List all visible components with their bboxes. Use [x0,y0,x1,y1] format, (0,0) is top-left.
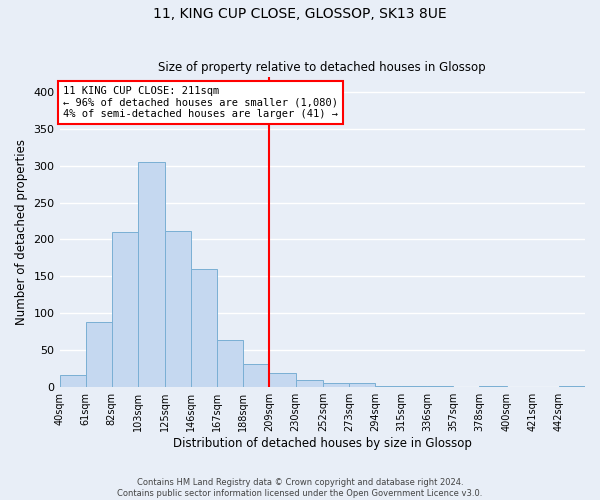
X-axis label: Distribution of detached houses by size in Glossop: Distribution of detached houses by size … [173,437,472,450]
Bar [323,382,349,387]
Bar [165,230,191,387]
Bar [217,340,244,387]
Text: 11 KING CUP CLOSE: 211sqm
← 96% of detached houses are smaller (1,080)
4% of sem: 11 KING CUP CLOSE: 211sqm ← 96% of detac… [63,86,338,119]
Text: 11, KING CUP CLOSE, GLOSSOP, SK13 8UE: 11, KING CUP CLOSE, GLOSSOP, SK13 8UE [153,8,447,22]
Bar [269,373,296,387]
Text: Contains HM Land Registry data © Crown copyright and database right 2024.
Contai: Contains HM Land Registry data © Crown c… [118,478,482,498]
Bar [427,386,454,387]
Bar [191,269,217,387]
Bar [375,386,401,387]
Bar [59,376,86,387]
Bar [244,364,269,387]
Bar [349,384,375,387]
Bar [296,380,323,387]
Title: Size of property relative to detached houses in Glossop: Size of property relative to detached ho… [158,62,486,74]
Bar [138,162,165,387]
Bar [559,386,585,387]
Y-axis label: Number of detached properties: Number of detached properties [15,139,28,325]
Bar [479,386,507,387]
Bar [112,232,138,387]
Bar [86,322,112,387]
Bar [401,386,427,387]
